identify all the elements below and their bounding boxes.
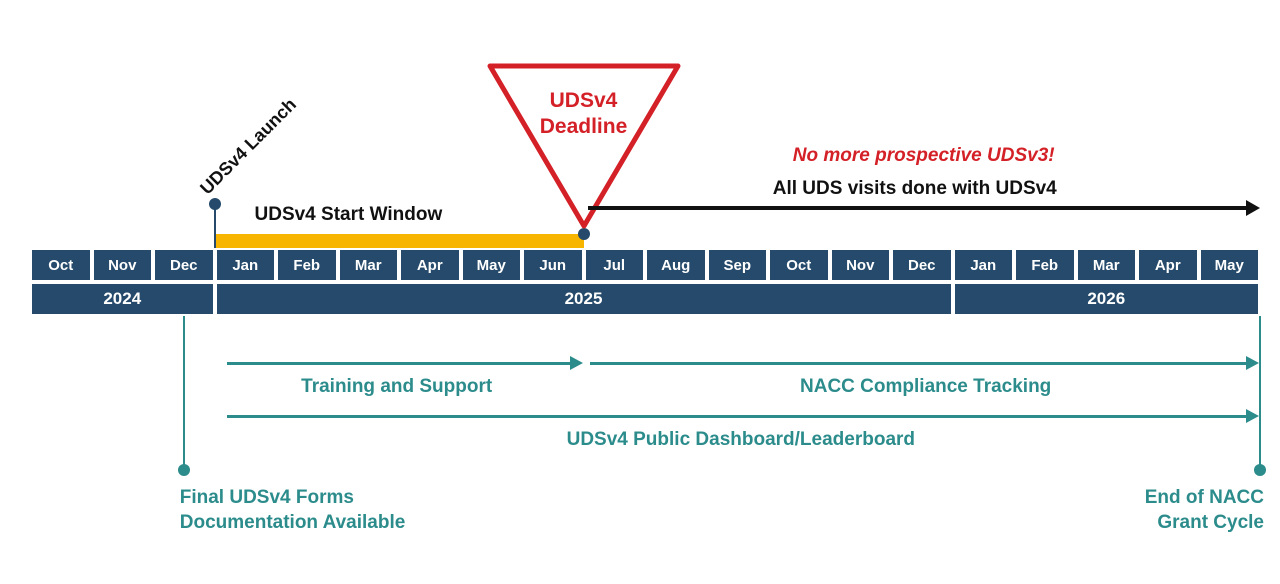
month-cell: Jan (953, 248, 1015, 282)
dashboard-arrow-head-icon (1246, 409, 1259, 423)
dashboard-label: UDSv4 Public Dashboard/Leaderboard (567, 429, 915, 451)
month-cell: May (1199, 248, 1261, 282)
all-uds-label: All UDS visits done with UDSv4 (773, 178, 1057, 200)
month-cell: Feb (276, 248, 338, 282)
timeline-year-row: 202420252026 (30, 282, 1260, 316)
compliance-arrow (590, 362, 1248, 365)
final-forms-dot (178, 464, 190, 476)
year-cell: 2025 (215, 282, 953, 316)
udsv4-launch-label: UDSv4 Launch (196, 94, 301, 199)
end-cycle-drop-line (1259, 316, 1261, 468)
month-cell: Oct (30, 248, 92, 282)
month-cell: Apr (399, 248, 461, 282)
month-cell: Dec (153, 248, 215, 282)
udsv4-start-window-label: UDSv4 Start Window (255, 204, 443, 226)
final-forms-label: Final UDSv4 Forms Documentation Availabl… (180, 486, 406, 535)
year-cell: 2024 (30, 282, 215, 316)
dashboard-arrow (227, 415, 1248, 418)
deadline-line1: UDSv4 (550, 89, 618, 112)
final-forms-drop-line (183, 316, 185, 468)
month-cell: Jul (584, 248, 646, 282)
end-cycle-label: End of NACC Grant Cycle (1145, 486, 1264, 535)
month-cell: Jan (215, 248, 277, 282)
month-cell: Sep (707, 248, 769, 282)
month-cell: Oct (768, 248, 830, 282)
compliance-label: NACC Compliance Tracking (800, 376, 1051, 398)
training-arrow-head-icon (570, 356, 583, 370)
month-cell: Nov (92, 248, 154, 282)
all-uds-arrow (588, 206, 1249, 210)
timeline-month-row: OctNovDecJanFebMarAprMayJunJulAugSepOctN… (30, 248, 1260, 282)
month-cell: Feb (1014, 248, 1076, 282)
end-cycle-dot (1254, 464, 1266, 476)
compliance-arrow-head-icon (1246, 356, 1259, 370)
month-cell: Nov (830, 248, 892, 282)
month-cell: May (461, 248, 523, 282)
deadline-line2: Deadline (540, 115, 628, 138)
month-cell: Mar (338, 248, 400, 282)
training-arrow (227, 362, 572, 365)
udsv4-start-window-bar (215, 234, 584, 248)
month-cell: Mar (1076, 248, 1138, 282)
month-cell: Aug (645, 248, 707, 282)
month-cell: Dec (891, 248, 953, 282)
launch-marker-dot (209, 198, 221, 210)
training-label: Training and Support (301, 376, 492, 398)
launch-marker-line (214, 204, 216, 248)
all-uds-arrow-head-icon (1246, 200, 1260, 216)
year-cell: 2026 (953, 282, 1261, 316)
no-more-v3-label: No more prospective UDSv3! (793, 145, 1055, 167)
month-cell: Jun (522, 248, 584, 282)
month-cell: Apr (1137, 248, 1199, 282)
udsv4-deadline-text: UDSv4 Deadline (484, 88, 684, 141)
